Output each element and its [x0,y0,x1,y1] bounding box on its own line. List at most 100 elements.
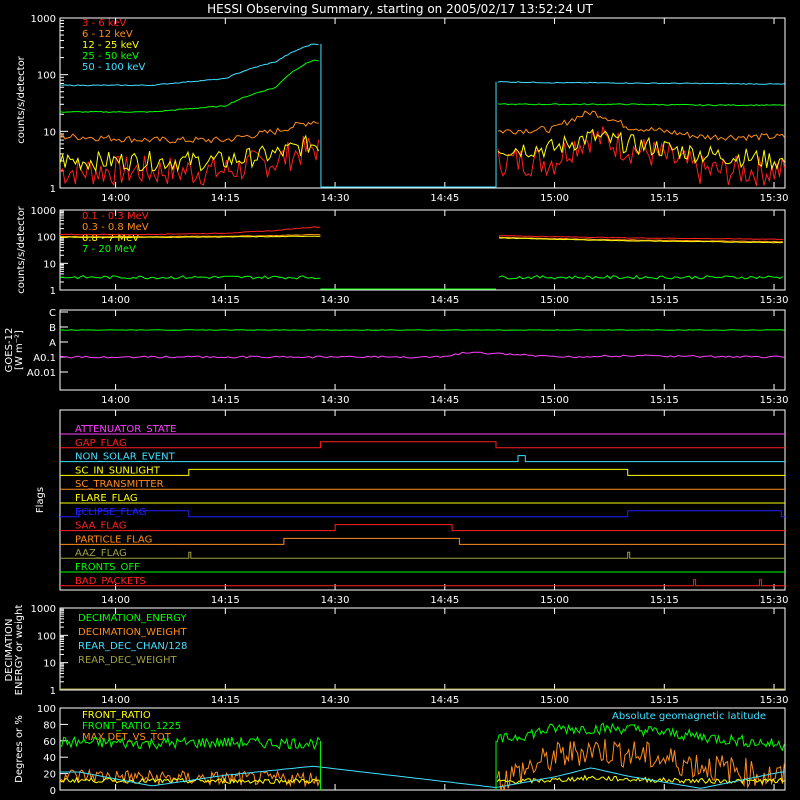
legend-7-20-mev: 7 - 20 MeV [82,244,136,255]
p4-xtick-label-3: 14:45 [430,595,459,606]
panel3-ylabel-2: [W m⁻²] [14,330,25,370]
p1-series-3 [59,59,785,114]
p5-ytick-label-1: 10 [43,659,56,670]
panel2-frame [59,209,786,291]
legend-max-det-vs-tot: MAX DET_VS_TOT [82,732,172,743]
p4-xtick-label-2: 14:30 [321,595,350,606]
p2-ytick-label-3: 1000 [31,206,56,217]
p1-xtick-label-4: 15:00 [540,193,569,204]
flag-trace-2 [60,455,785,463]
panel5-frame [59,607,786,691]
p1-ytick-label-1: 10 [43,127,56,138]
p4-xtick-label-1: 14:15 [211,595,240,606]
p5-ytick-label-0: 1 [50,686,56,697]
legend-0.1-0.3-mev: 0.1 - 0.3 MeV [82,211,149,222]
p5-ytick-label-3: 1000 [31,604,56,615]
chart-title: HESSI Observing Summary, starting on 200… [207,2,593,16]
p3-ytick-label-0: A0.01 [27,368,56,379]
flag-label-0: ATTENUATOR_STATE [75,424,176,435]
p5-xtick-label-1: 14:15 [211,695,240,706]
flag-trace-7 [60,524,785,532]
p3-ytick-label-1: A0.1 [33,353,56,364]
panel5-ylabel-1: DECIMATION [4,618,15,681]
p2-xtick-label-5: 15:15 [650,295,679,306]
panel1-legend: 3 - 6 keV 6 - 12 keV 12 - 25 keV 25 - 50… [82,18,146,73]
p2-xtick-label-1: 14:15 [211,295,240,306]
p1-xtick-label-5: 15:15 [650,193,679,204]
p1-xtick-label-0: 14:00 [101,193,130,204]
panel1-ylabel: counts/s/detector [16,55,27,143]
p2-xtick-label-3: 14:45 [430,295,459,306]
flag-label-7: SAA_FLAG [75,521,126,532]
flag-label-3: SC_IN_SUNLIGHT [75,465,161,476]
p2-ytick-label-1: 10 [43,259,56,270]
p3-xtick-label-0: 14:00 [101,395,130,406]
legend-0.3-0.8-mev: 0.3 - 0.8 MeV [82,222,149,233]
p4-xtick-label-5: 15:15 [650,595,679,606]
p1-series-4 [59,43,785,87]
legend-6-12-kev: 6 - 12 keV [82,29,133,40]
flag-label-5: FLARE_FLAG [75,493,138,504]
p2-ytick-label-2: 100 [37,233,56,244]
p3-xtick-label-1: 14:15 [211,395,240,406]
p4-xtick-label-6: 15:30 [760,595,789,606]
legend-0.8-7-mev: 0.8 - 7 MeV [82,233,139,244]
legend-rear-dec-weight: REAR_DEC_WEIGHT [78,655,177,666]
p3-ytick-label-4: C [49,308,56,319]
p6-ytick-label-0: 0 [50,786,56,797]
panel6-legend: FRONT_RATIO FRONT_RATIO_1225 MAX DET_VS_… [82,710,766,743]
flag-label-10: FRONTS_OFF [75,562,140,573]
p1-xtick-label-3: 14:45 [430,193,459,204]
flag-trace-11 [60,579,785,587]
p1-ytick-label-0: 1 [50,184,56,195]
p2-series-0 [60,226,783,240]
p2-xtick-label-4: 15:00 [540,295,569,306]
p3-xtick-label-6: 15:30 [760,395,789,406]
p6-ytick-label-5: 100 [37,704,56,715]
legend-50-100-kev: 50 - 100 keV [82,62,146,73]
p2-ytick-label-0: 1 [50,286,56,297]
p6-series-1 [59,722,785,752]
p5-xtick-label-4: 15:00 [540,695,569,706]
p6-ytick-label-2: 40 [43,753,56,764]
p3-xtick-label-2: 14:30 [321,395,350,406]
panel3-ylabel-1: GOES-12 [4,328,15,373]
flag-trace-3 [60,468,785,476]
p6-series-2 [59,774,785,785]
p1-series-0 [59,126,786,187]
p3-ytick-label-3: B [49,323,56,334]
p1-series-2 [59,128,786,173]
flag-trace-1 [60,441,785,449]
geomagnetic-latitude-note: Absolute geomagnetic latitude [612,711,766,722]
p6-geomagnetic-latitude [60,765,785,789]
p6-ytick-label-1: 20 [43,770,56,781]
legend-rear-dec-chan: REAR_DEC_CHAN/128 [78,641,187,652]
legend-front-ratio: FRONT_RATIO [82,710,151,721]
legend-3-6-kev: 3 - 6 keV [82,18,126,29]
legend-front-ratio-1225: FRONT_RATIO_1225 [82,721,181,732]
legend-decimation-weight: DECIMATION_WEIGHT [78,627,187,638]
legend-25-50-kev: 25 - 50 keV [82,51,139,62]
flag-label-2: NON_SOLAR_EVENT [75,452,176,463]
panel3-frame [59,309,786,391]
flag-label-9: AAZ_FLAG [75,548,127,559]
flag-label-8: PARTICLE_FLAG [75,534,152,545]
legend-12-25-kev: 12 - 25 keV [82,40,139,51]
p5-xtick-label-0: 14:00 [101,695,130,706]
panel4-frame [59,409,786,591]
p2-xtick-label-6: 15:30 [760,295,789,306]
p3-xtick-label-5: 15:15 [650,395,679,406]
p2-xtick-label-2: 14:30 [321,295,350,306]
p1-ytick-label-2: 100 [37,71,56,82]
panel5-ylabel-2: ENERGY or weight [14,605,25,696]
p2-series-2 [59,235,783,244]
p1-xtick-label-6: 15:30 [760,193,789,204]
flag-label-6: ECLIPSE_FLAG [75,507,146,518]
p1-series-1 [59,110,785,144]
panel6-ylabel: Degrees or % [14,715,25,783]
p5-ytick-label-2: 100 [37,631,56,642]
flag-label-1: GAP_FLAG [75,438,127,449]
p6-ytick-label-4: 80 [43,720,56,731]
